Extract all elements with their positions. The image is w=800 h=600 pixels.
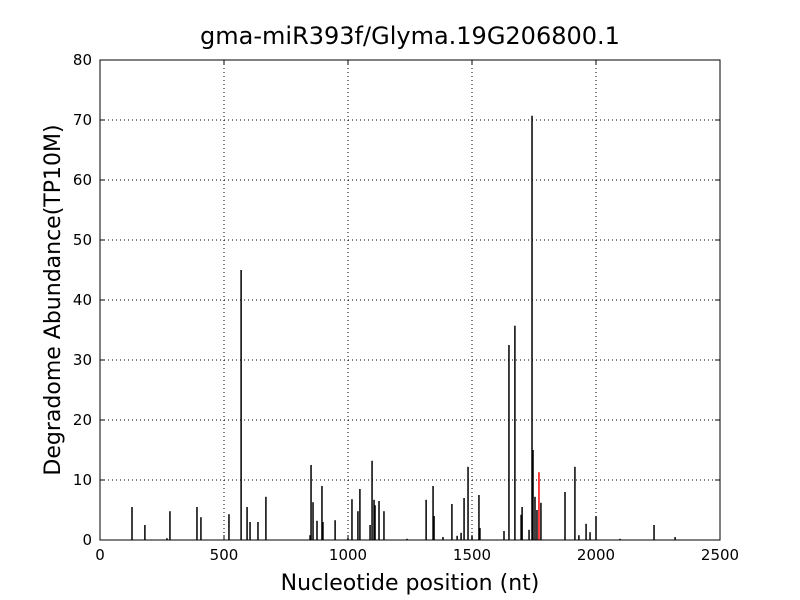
y-tick-label: 50 [73,231,92,249]
x-tick-label: 0 [95,546,105,564]
y-tick-label: 20 [73,411,92,429]
y-tick-label: 0 [82,531,92,549]
y-tick-label: 70 [73,111,92,129]
y-tick-label: 30 [73,351,92,369]
x-tick-label: 2000 [577,546,615,564]
chart-title: gma-miR393f/Glyma.19G206800.1 [200,22,620,50]
x-tick-label: 1500 [453,546,491,564]
y-tick-label: 10 [73,471,92,489]
y-tick-label: 60 [73,171,92,189]
x-tick-label: 2500 [701,546,739,564]
y-tick-label: 80 [73,51,92,69]
y-tick-label: 40 [73,291,92,309]
x-tick-label: 1000 [329,546,367,564]
x-tick-label: 500 [210,546,239,564]
y-axis-label: Degradome Abundance(TP10M) [41,124,66,475]
plot-frame [99,59,721,541]
x-axis-label: Nucleotide position (nt) [281,571,540,596]
